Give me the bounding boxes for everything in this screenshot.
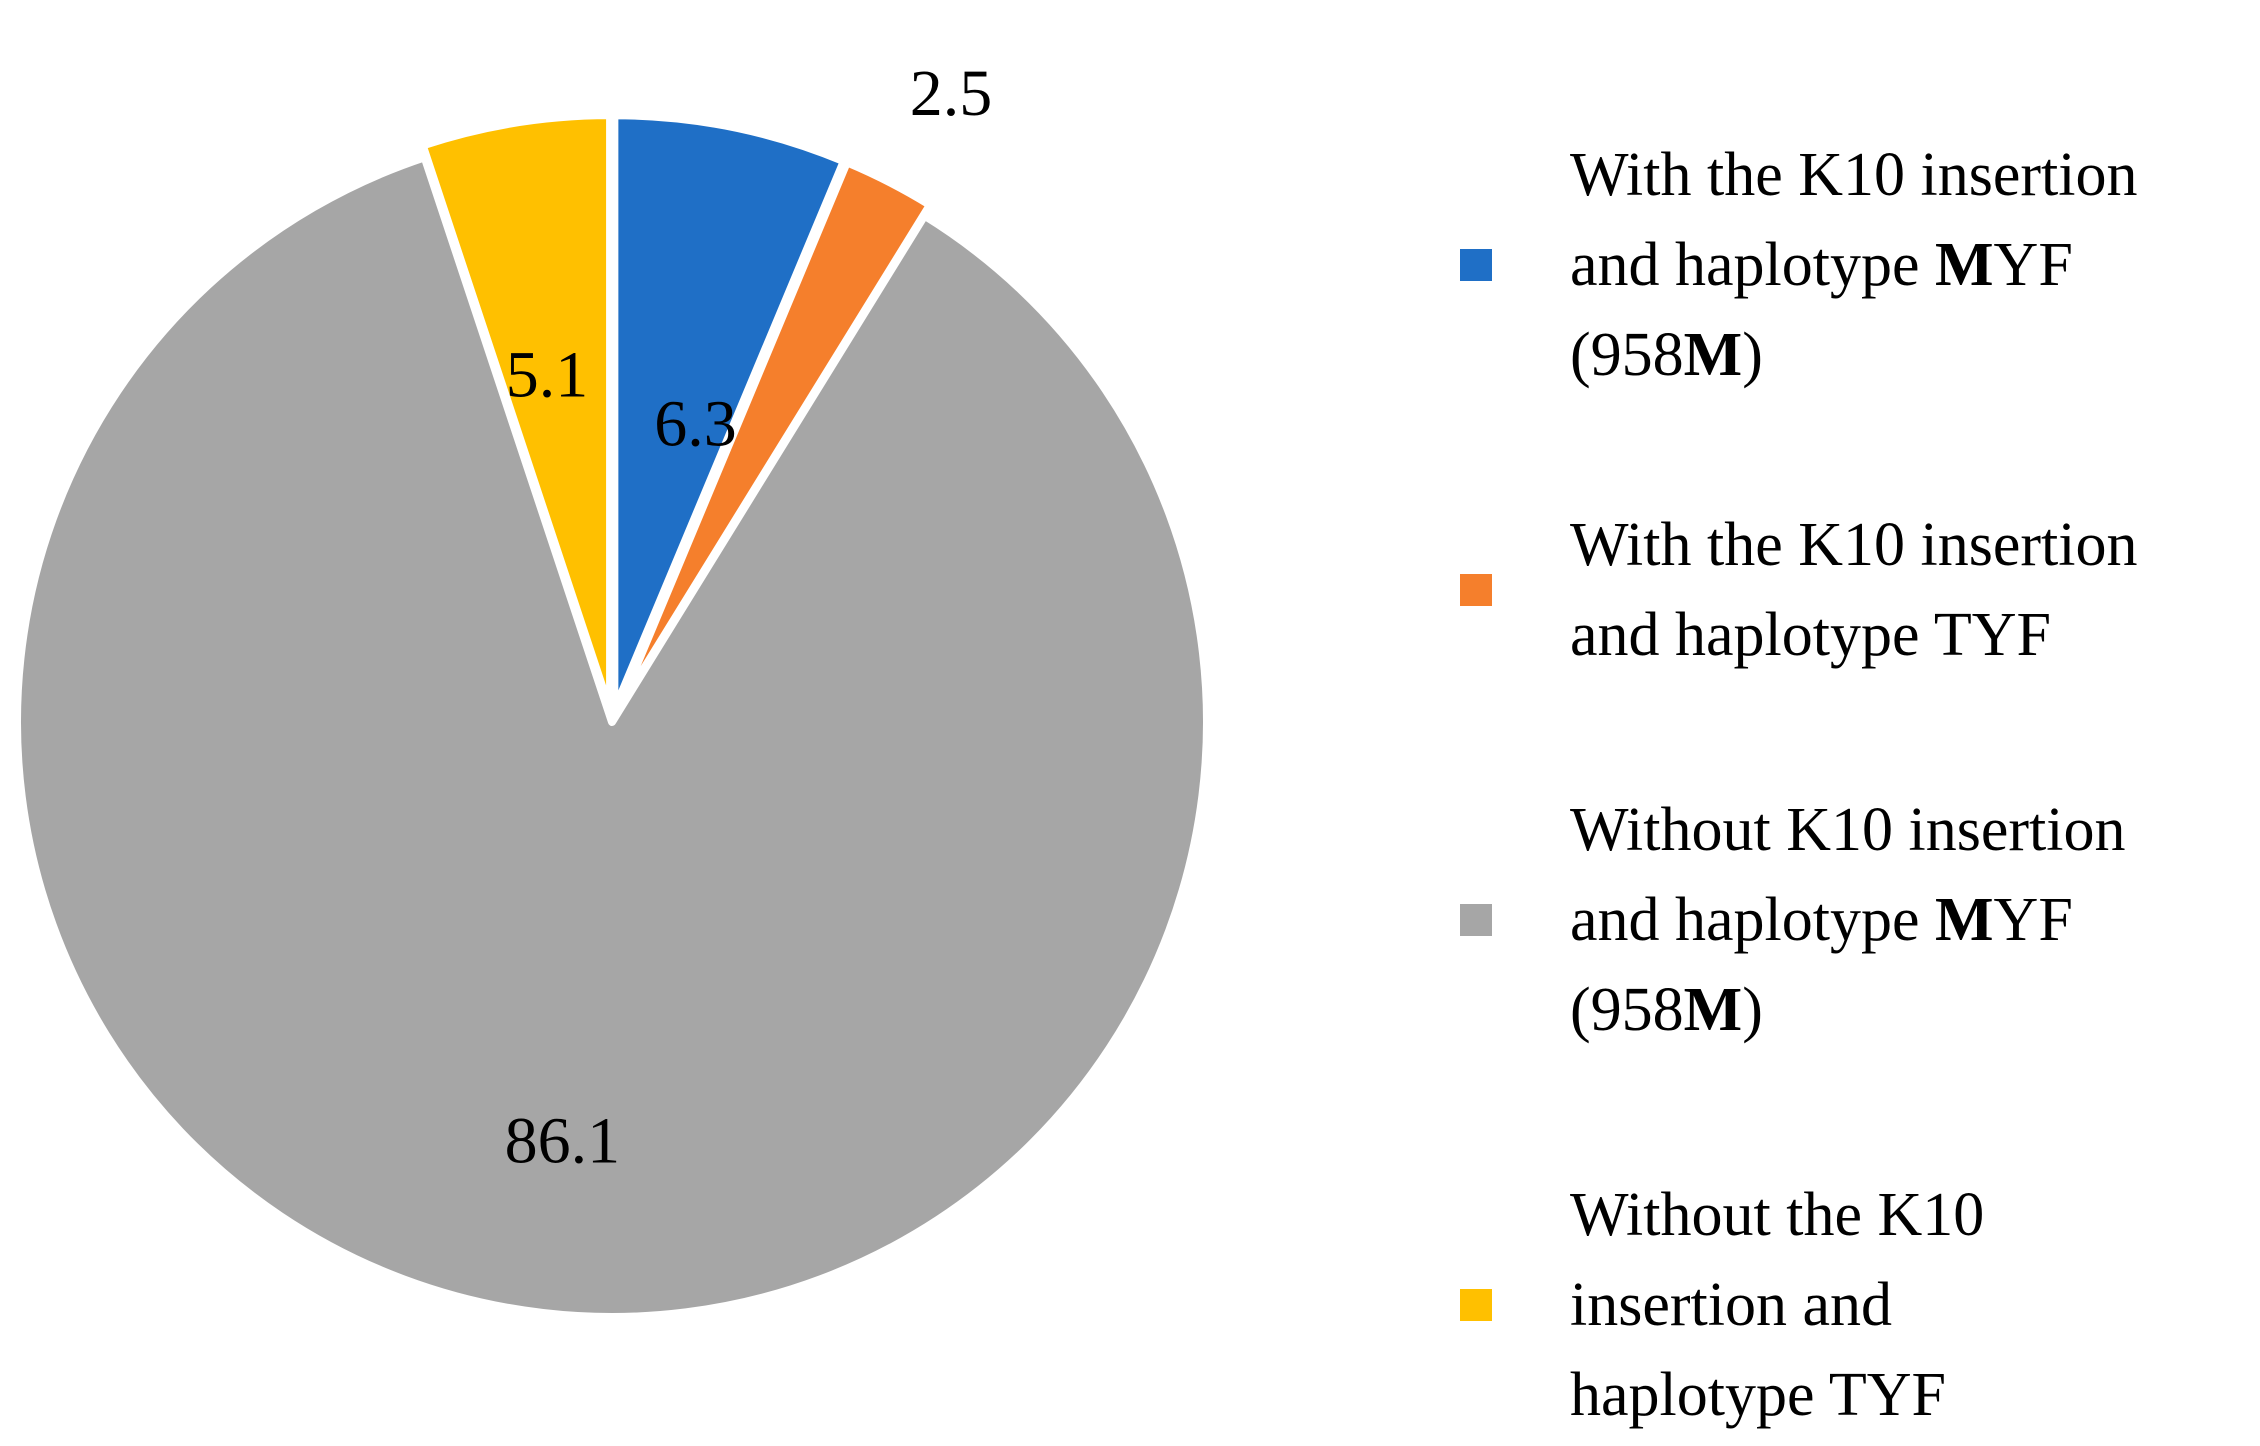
legend-label-line: Without the K10 [1570,1181,1985,1249]
legend-label-line: and haplotype TYF [1570,601,2052,669]
legend-swatch-2 [1460,574,1492,606]
pie-slice-4 [418,111,615,715]
legend-label-line: (958M) [1570,321,1763,389]
legend-label-line: and haplotype MYF [1570,886,2073,954]
legend-label-line: Without K10 insertion [1570,796,2126,864]
pie-slice-2 [613,158,934,716]
data-label-3: 86.1 [505,1105,621,1178]
legend-label-line: haplotype TYF [1570,1361,1946,1429]
legend-swatch-4 [1460,1289,1492,1321]
legend-label-2: With the K10 insertion and haplotype TYF [1570,500,2250,680]
legend-label-line: and haplotype MYF [1570,231,2073,299]
legend-swatch-3 [1460,904,1492,936]
data-label-4: 5.1 [506,338,589,411]
legend-label-line: insertion and [1570,1271,1892,1339]
legend-label-1: With the K10 insertion and haplotype MYF (… [1570,130,2250,400]
legend-label-line: With the K10 insertion [1570,511,2138,579]
pie-slice-3 [13,153,1211,1321]
legend-label-line: (958M) [1570,976,1763,1044]
pie-slices [13,111,1211,1321]
data-labels: 6.3 2.5 86.1 5.1 [505,57,993,1178]
pie-slice-1 [610,111,848,715]
legend-label-3: Without K10 insertion and haplotype MYF (9… [1570,785,2250,1055]
data-label-1: 6.3 [654,387,737,460]
legend-label-line: With the K10 insertion [1570,141,2138,209]
data-label-2: 2.5 [910,57,993,130]
legend-swatch-1 [1460,249,1492,281]
legend-label-4: Without the K10 insertion and haplotype TY… [1570,1170,2250,1440]
